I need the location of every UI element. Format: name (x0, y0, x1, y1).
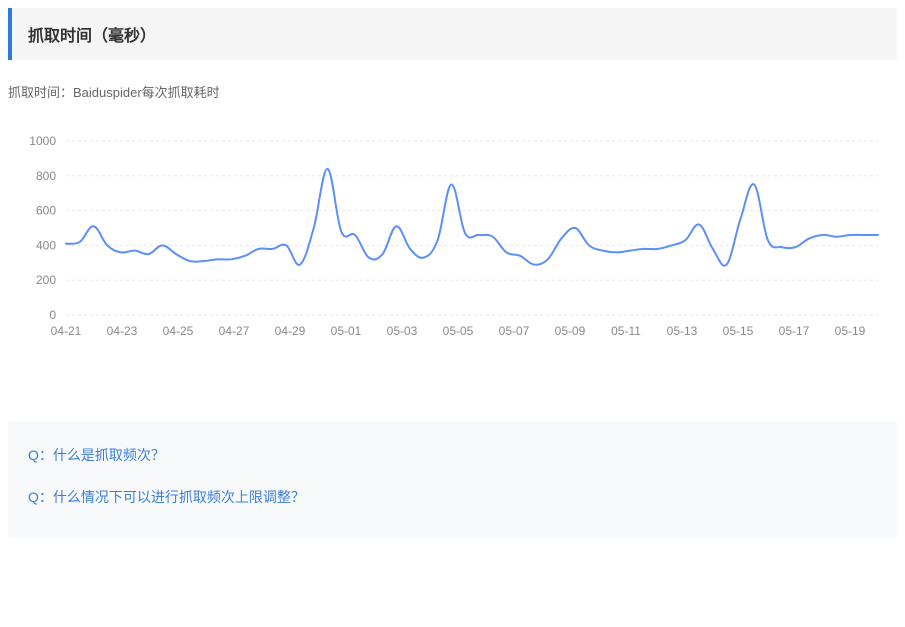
svg-text:800: 800 (36, 169, 56, 183)
svg-text:05-09: 05-09 (555, 324, 586, 338)
svg-text:05-05: 05-05 (443, 324, 474, 338)
faq-item: Q：什么是抓取频次？ (28, 445, 877, 465)
crawl-time-chart: 0 200 400 600 800 1000 04-21 04-23 04-25 04-27 04-… (8, 131, 897, 351)
svg-text:04-29: 04-29 (275, 324, 306, 338)
svg-text:05-13: 05-13 (667, 324, 698, 338)
faq-box: Q：什么是抓取频次？ Q：什么情况下可以进行抓取频次上限调整？ (8, 421, 897, 537)
svg-text:05-01: 05-01 (331, 324, 362, 338)
svg-text:05-17: 05-17 (779, 324, 810, 338)
section-header: 抓取时间（毫秒） (8, 8, 897, 60)
svg-text:05-15: 05-15 (723, 324, 754, 338)
faq-prefix: Q： (28, 447, 53, 463)
svg-text:05-03: 05-03 (387, 324, 418, 338)
svg-text:600: 600 (36, 204, 56, 218)
svg-text:05-19: 05-19 (835, 324, 866, 338)
svg-text:04-25: 04-25 (163, 324, 194, 338)
faq-prefix: Q： (28, 489, 53, 505)
svg-text:0: 0 (49, 308, 56, 322)
faq-link[interactable]: 什么是抓取频次？ (53, 447, 165, 463)
chart-svg: 0 200 400 600 800 1000 04-21 04-23 04-25 04-27 04-… (8, 131, 888, 351)
faq-item: Q：什么情况下可以进行抓取频次上限调整？ (28, 487, 877, 507)
svg-text:04-21: 04-21 (51, 324, 82, 338)
section-title: 抓取时间（毫秒） (28, 22, 881, 46)
svg-text:200: 200 (36, 273, 56, 287)
svg-text:04-23: 04-23 (107, 324, 138, 338)
svg-text:1000: 1000 (29, 134, 56, 148)
subtitle: 抓取时间：Baiduspider每次抓取耗时 (8, 82, 897, 101)
faq-link[interactable]: 什么情况下可以进行抓取频次上限调整？ (53, 489, 305, 505)
svg-text:05-07: 05-07 (499, 324, 530, 338)
svg-text:400: 400 (36, 238, 56, 252)
svg-text:04-27: 04-27 (219, 324, 250, 338)
svg-text:05-11: 05-11 (611, 324, 641, 338)
